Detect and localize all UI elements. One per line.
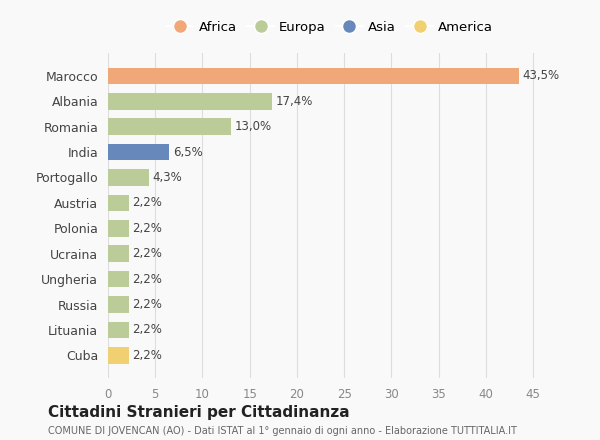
Bar	[108, 93, 272, 110]
Text: 6,5%: 6,5%	[173, 146, 203, 158]
Legend: Africa, Europa, Asia, America: Africa, Europa, Asia, America	[163, 17, 497, 38]
Bar	[108, 144, 169, 160]
Text: 2,2%: 2,2%	[133, 349, 163, 362]
Text: 2,2%: 2,2%	[133, 298, 163, 311]
Bar	[108, 169, 149, 186]
Bar	[108, 347, 129, 363]
Text: 4,3%: 4,3%	[152, 171, 182, 184]
Text: 2,2%: 2,2%	[133, 247, 163, 260]
Bar	[108, 68, 519, 84]
Text: 2,2%: 2,2%	[133, 273, 163, 286]
Text: COMUNE DI JOVENCAN (AO) - Dati ISTAT al 1° gennaio di ogni anno - Elaborazione T: COMUNE DI JOVENCAN (AO) - Dati ISTAT al …	[48, 426, 517, 436]
Bar	[108, 271, 129, 287]
Bar	[108, 246, 129, 262]
Bar	[108, 220, 129, 237]
Text: 17,4%: 17,4%	[276, 95, 314, 108]
Text: 43,5%: 43,5%	[523, 70, 560, 82]
Text: 2,2%: 2,2%	[133, 196, 163, 209]
Bar	[108, 118, 231, 135]
Bar	[108, 194, 129, 211]
Text: Cittadini Stranieri per Cittadinanza: Cittadini Stranieri per Cittadinanza	[48, 405, 350, 420]
Text: 13,0%: 13,0%	[235, 120, 272, 133]
Bar	[108, 322, 129, 338]
Text: 2,2%: 2,2%	[133, 222, 163, 235]
Bar	[108, 296, 129, 313]
Text: 2,2%: 2,2%	[133, 323, 163, 337]
